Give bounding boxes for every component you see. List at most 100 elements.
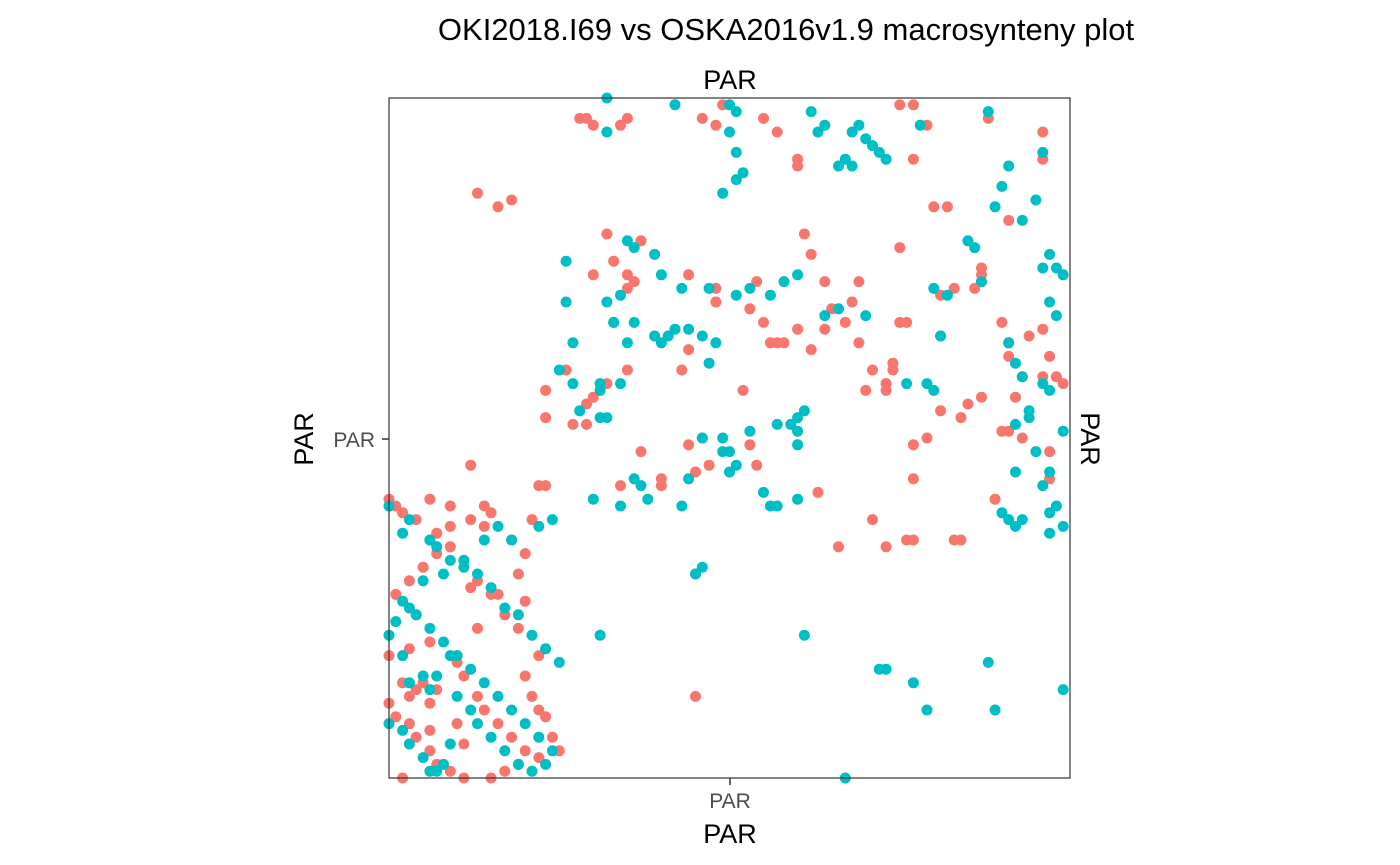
scatter-point-s0-163	[506, 731, 518, 743]
scatter-point-s1-62	[628, 242, 640, 254]
scatter-point-s1-136	[1023, 405, 1035, 417]
scatter-point-s1-22	[982, 106, 994, 118]
scatter-point-s1-61	[649, 248, 661, 260]
scatter-point-s1-178	[526, 765, 538, 777]
scatter-point-s1-26	[989, 201, 1001, 213]
scatter-point-s1-108	[621, 337, 633, 349]
scatter-point-s1-74	[601, 412, 613, 424]
scatter-point-s1-50	[860, 310, 872, 322]
scatter-point-s1-36	[1003, 337, 1015, 349]
scatter-point-s0-140	[512, 622, 524, 634]
scatter-point-s1-38	[1037, 378, 1049, 390]
scatter-point-s0-42	[1050, 371, 1062, 383]
scatter-point-s0-135	[444, 541, 456, 553]
scatter-point-s0-109	[948, 282, 960, 294]
scatter-point-s0-52	[948, 534, 960, 546]
scatter-point-s1-170	[431, 670, 443, 682]
scatter-point-s0-46	[921, 432, 933, 444]
scatter-point-s1-80	[676, 500, 688, 512]
scatter-point-s0-65	[621, 269, 633, 281]
scatter-point-s1-8	[812, 126, 824, 138]
scatter-point-s0-167	[499, 765, 511, 777]
scatter-point-s1-121	[921, 704, 933, 716]
scatter-point-s1-9	[846, 126, 858, 138]
scatter-point-s0-16	[907, 153, 919, 165]
scatter-point-s0-70	[621, 282, 633, 294]
scatter-point-s0-5	[696, 112, 708, 124]
scatter-point-s1-135	[1057, 269, 1069, 281]
scatter-point-s1-185	[478, 677, 490, 689]
scatter-point-s1-172	[451, 690, 463, 702]
scatter-point-s0-115	[907, 439, 919, 451]
scatter-point-s0-193	[465, 582, 477, 594]
scatter-point-s1-2	[669, 99, 681, 111]
scatter-point-s1-158	[492, 520, 504, 532]
scatter-point-s0-30	[758, 316, 769, 328]
scatter-point-s0-119	[1044, 446, 1056, 458]
scatter-point-s1-112	[560, 255, 572, 267]
scatter-point-s1-14	[839, 153, 851, 165]
scatter-point-s1-45	[1044, 466, 1056, 478]
scatter-point-s1-75	[587, 493, 599, 505]
scatter-point-s1-7	[819, 119, 831, 131]
scatter-point-s1-104	[662, 330, 674, 342]
scatter-point-s0-89	[533, 480, 545, 492]
scatter-point-s1-93	[785, 418, 797, 430]
scatter-point-s0-112	[962, 398, 974, 410]
scatter-point-s1-23	[914, 119, 926, 131]
scatter-point-s1-95	[798, 405, 810, 417]
scatter-point-s0-110	[1003, 350, 1015, 362]
scatter-point-s0-82	[587, 391, 599, 403]
scatter-point-s1-17	[853, 119, 865, 131]
scatter-point-s1-3	[724, 99, 735, 111]
scatter-point-s1-56	[764, 289, 776, 301]
scatter-point-s0-3	[615, 119, 626, 131]
scatter-point-s1-76	[615, 500, 626, 512]
scatter-point-s1-6	[805, 106, 817, 118]
scatter-point-s1-115	[594, 629, 606, 641]
scatter-point-s0-66	[635, 235, 647, 247]
scatter-point-s0-128	[792, 323, 804, 335]
points-layer	[383, 92, 1069, 784]
scatter-point-s1-134	[1050, 310, 1062, 322]
scatter-point-s0-100	[751, 459, 763, 471]
scatter-point-s1-113	[696, 561, 708, 573]
scatter-point-s0-116	[880, 378, 892, 390]
scatter-point-s0-180	[526, 690, 538, 702]
scatter-point-s1-174	[472, 718, 483, 730]
scatter-point-s1-86	[730, 459, 742, 471]
scatter-point-s0-188	[424, 493, 436, 505]
scatter-point-s0-67	[587, 269, 599, 281]
scatter-point-s0-86	[540, 412, 552, 424]
scatter-point-s1-20	[730, 174, 742, 186]
scatter-point-s1-122	[982, 656, 994, 668]
scatter-point-s0-60	[744, 303, 756, 315]
scatter-point-s0-172	[424, 745, 436, 757]
scatter-point-s0-34	[867, 364, 878, 376]
scatter-point-s0-182	[540, 711, 552, 723]
scatter-point-s0-19	[1003, 214, 1015, 226]
scatter-point-s1-19	[737, 167, 749, 179]
scatter-point-s0-11	[907, 99, 919, 111]
scatter-point-s0-199	[424, 724, 436, 736]
scatter-point-s0-24	[894, 242, 906, 254]
scatter-point-s1-149	[485, 582, 497, 594]
scatter-point-s0-23	[928, 201, 940, 213]
scatter-point-s1-131	[1057, 520, 1069, 532]
scatter-point-s0-190	[492, 588, 504, 600]
scatter-point-s1-129	[1044, 507, 1056, 519]
scatter-point-s1-130	[1050, 500, 1062, 512]
scatter-point-s0-145	[444, 520, 456, 532]
scatter-point-s1-183	[506, 704, 518, 716]
scatter-point-s0-73	[676, 364, 688, 376]
scatter-point-s0-152	[403, 690, 415, 702]
scatter-point-s1-64	[615, 289, 626, 301]
scatter-point-s1-15	[846, 160, 858, 172]
scatter-point-s0-61	[751, 276, 763, 288]
scatter-point-s0-144	[465, 514, 477, 526]
scatter-point-s1-40	[1016, 371, 1028, 383]
scatter-point-s1-162	[417, 575, 429, 587]
scatter-point-s0-6	[710, 119, 722, 131]
scatter-point-s1-127	[1003, 514, 1015, 526]
